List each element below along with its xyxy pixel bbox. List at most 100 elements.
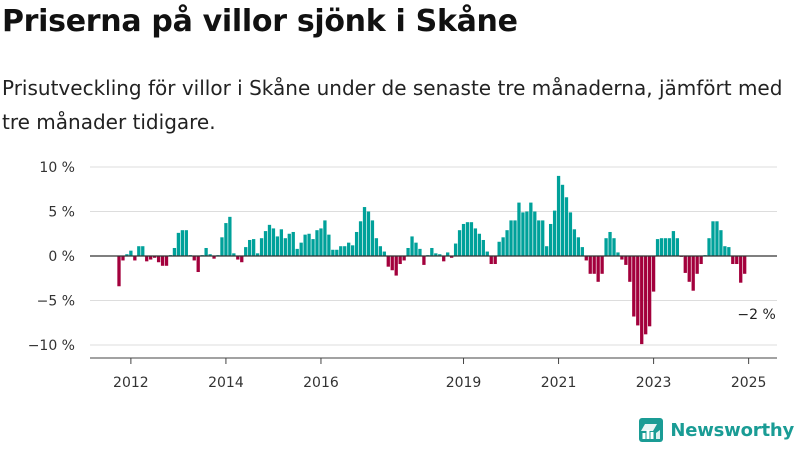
bar — [398, 256, 402, 265]
bar — [430, 247, 434, 256]
bar — [442, 256, 446, 262]
bar — [350, 245, 355, 256]
chart-subtitle: Prisutveckling för villor i Skåne under … — [2, 76, 783, 134]
bar — [220, 237, 224, 256]
bar — [644, 256, 648, 335]
bar — [438, 254, 442, 256]
bar — [327, 234, 331, 256]
bar — [588, 256, 592, 274]
bar — [303, 234, 307, 256]
y-tick-label: 0 % — [48, 249, 75, 265]
bar — [584, 256, 588, 261]
bar — [244, 247, 248, 256]
bar — [505, 230, 509, 256]
bar — [410, 236, 414, 256]
bar — [149, 256, 153, 260]
bar — [576, 237, 581, 256]
bar — [731, 256, 735, 265]
bar — [651, 256, 656, 292]
bar — [560, 184, 565, 256]
axes — [90, 255, 777, 364]
bar — [501, 237, 505, 256]
bar — [271, 228, 276, 256]
bar — [659, 238, 664, 256]
bar — [287, 233, 291, 256]
x-tick-label: 2014 — [208, 375, 244, 391]
bar — [513, 220, 517, 256]
bar — [152, 256, 157, 258]
bar — [743, 256, 747, 274]
y-tick-label: −10 % — [28, 338, 75, 354]
bar — [592, 256, 596, 274]
bar — [497, 241, 501, 256]
bar — [299, 242, 303, 256]
bar — [489, 256, 493, 265]
bar — [283, 238, 287, 256]
bar — [663, 238, 668, 256]
bar — [640, 256, 644, 345]
bar — [259, 238, 264, 256]
bar — [212, 256, 216, 259]
bar — [457, 230, 462, 256]
bar — [624, 256, 628, 265]
bar — [176, 232, 181, 256]
bar — [291, 231, 295, 256]
bar — [517, 202, 521, 256]
annotation-label: −2 % — [737, 307, 775, 323]
bar — [121, 256, 125, 261]
bar — [529, 202, 533, 256]
bar — [655, 239, 660, 256]
bar — [347, 242, 351, 256]
bar — [343, 246, 347, 256]
bar — [493, 256, 497, 265]
bar — [691, 256, 695, 291]
x-tick-label: 2019 — [446, 375, 482, 391]
bar — [636, 256, 640, 326]
bar — [632, 256, 636, 317]
bar — [616, 252, 620, 256]
bar — [414, 242, 418, 256]
bar — [671, 231, 676, 256]
bar — [323, 220, 327, 256]
bar — [240, 256, 244, 263]
bar — [485, 251, 489, 256]
y-tick-label: 5 % — [48, 205, 75, 221]
bar — [434, 253, 438, 256]
bar — [695, 256, 699, 274]
bar — [374, 238, 379, 256]
bar — [275, 236, 280, 256]
bar — [196, 256, 200, 273]
bar — [378, 246, 383, 256]
bar — [418, 248, 422, 256]
bar — [568, 212, 573, 256]
bar — [739, 256, 743, 283]
bar — [263, 231, 268, 256]
bar — [267, 224, 272, 256]
bar — [204, 247, 208, 256]
bar — [311, 239, 315, 256]
bar — [711, 221, 715, 256]
bar — [422, 256, 426, 265]
bar — [366, 211, 371, 256]
bar — [354, 231, 359, 256]
bar — [604, 238, 608, 256]
bar — [382, 251, 386, 256]
bar — [255, 253, 260, 256]
bar — [600, 256, 604, 274]
bar — [370, 220, 375, 256]
bar — [509, 220, 513, 256]
bar — [315, 230, 319, 256]
bar — [453, 243, 458, 256]
bar — [129, 250, 133, 256]
bar — [735, 256, 739, 265]
bar — [160, 256, 165, 266]
bar — [386, 256, 390, 267]
bar — [667, 238, 672, 256]
bar — [331, 249, 335, 256]
bar — [406, 247, 410, 256]
brand-logo[interactable]: Newsworthy — [638, 415, 794, 445]
bar — [465, 222, 470, 256]
bar — [192, 256, 196, 261]
bar — [228, 216, 232, 256]
bar — [525, 211, 529, 256]
